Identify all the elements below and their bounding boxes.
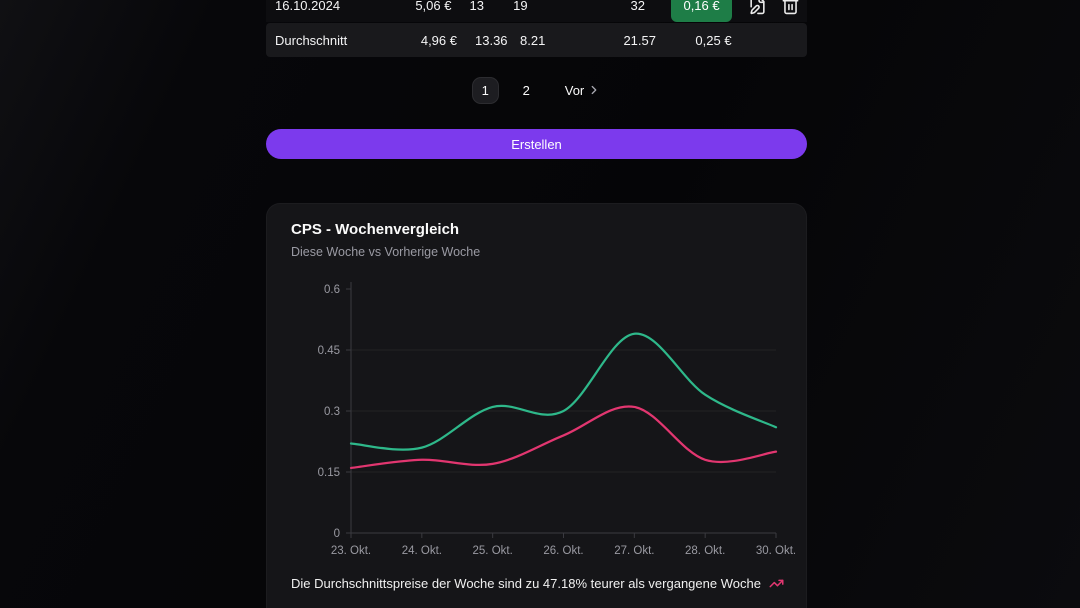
next-page-label: Vor — [564, 82, 585, 98]
cell-date: Durchschnitt — [275, 32, 348, 48]
svg-text:0.45: 0.45 — [318, 345, 340, 357]
cell-cpc: 5,06 € — [415, 0, 452, 13]
cps-chart: 0 0.15 0.3 0.45 0.6 23. Okt. 24. Okt. 25. Okt. 2… — [318, 282, 796, 557]
cell-value-2: 8.21 — [520, 32, 546, 48]
svg-text:0: 0 — [334, 528, 340, 540]
stats-table: 16.10.2024 5,06 € 13 19 32 0,16 € — [266, 0, 807, 57]
svg-text:25. Okt.: 25. Okt. — [473, 545, 513, 557]
edit-button[interactable] — [741, 0, 774, 22]
cell-value-1: 13.36 — [475, 32, 508, 48]
cps-badge: 0,16 € — [671, 0, 733, 22]
card-footer: Die Durchschnittspreise der Woche sind z… — [291, 576, 784, 591]
cell-value-3: 32 — [630, 0, 645, 13]
create-button[interactable]: Erstellen — [266, 129, 807, 159]
svg-text:0.3: 0.3 — [324, 406, 340, 418]
file-pen-icon — [748, 0, 767, 15]
cell-cpc: 4,96 € — [420, 32, 457, 48]
cps-week-comparison-card: CPS - Wochenvergleich Diese Woche vs Vor… — [266, 203, 807, 608]
content-column: 16.10.2024 5,06 € 13 19 32 0,16 € — [266, 0, 807, 608]
trending-up-icon — [769, 576, 784, 591]
svg-text:26. Okt.: 26. Okt. — [543, 545, 583, 557]
page-button-2[interactable]: 2 — [513, 77, 540, 104]
page-button-1[interactable]: 1 — [471, 76, 499, 104]
card-subtitle: Diese Woche vs Vorherige Woche — [291, 245, 481, 259]
next-page-button[interactable]: Vor — [565, 83, 602, 98]
svg-text:0.15: 0.15 — [318, 467, 340, 479]
trash-icon — [781, 0, 800, 15]
svg-text:23. Okt.: 23. Okt. — [331, 545, 371, 557]
svg-text:30. Okt.: 30. Okt. — [756, 545, 796, 557]
pagination: 1 2 Vor — [266, 76, 807, 104]
card-title: CPS - Wochenvergleich — [291, 221, 460, 238]
svg-text:24. Okt.: 24. Okt. — [402, 545, 442, 557]
cell-date: 16.10.2024 — [275, 0, 341, 13]
table-row: 16.10.2024 5,06 € 13 19 32 0,16 € — [266, 0, 807, 22]
cell-value-3: 21.57 — [623, 32, 656, 48]
svg-text:27. Okt.: 27. Okt. — [614, 545, 654, 557]
svg-text:0.6: 0.6 — [324, 284, 340, 296]
cell-value-2: 19 — [513, 0, 528, 13]
delete-button[interactable] — [774, 0, 807, 22]
chevron-right-icon — [587, 83, 601, 97]
table-row-average: Durchschnitt 4,96 € 13.36 8.21 21.57 0,2… — [266, 23, 807, 57]
cell-value-1: 13 — [469, 0, 484, 13]
cell-cps: 0,25 € — [695, 32, 732, 48]
svg-text:28. Okt.: 28. Okt. — [685, 545, 725, 557]
trend-summary-text: Die Durchschnittspreise der Woche sind z… — [291, 576, 761, 591]
